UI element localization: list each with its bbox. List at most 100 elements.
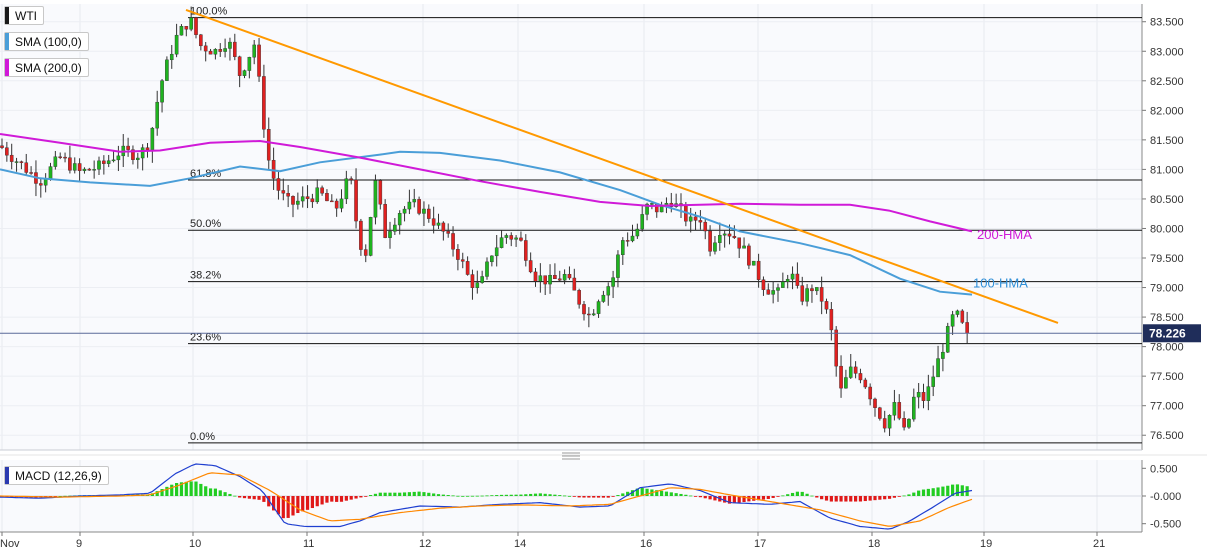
candle-body — [325, 193, 329, 202]
candlestick — [538, 263, 543, 293]
candle-body — [844, 377, 848, 389]
candlestick — [354, 168, 358, 229]
candle-body — [611, 277, 615, 287]
candle-body — [718, 235, 722, 243]
candlestick — [286, 184, 290, 208]
candlestick — [713, 235, 717, 255]
candle-body — [640, 214, 644, 230]
macd-histogram-bar — [834, 496, 838, 502]
candlestick — [199, 33, 203, 51]
candlestick — [247, 56, 252, 79]
macd-histogram-bar — [451, 495, 455, 497]
candle-body — [475, 282, 480, 288]
macd-histogram-bar — [669, 492, 673, 496]
candle-body — [591, 313, 596, 316]
macd-histogram-bar — [189, 481, 193, 496]
candlestick — [310, 193, 315, 208]
macd-label[interactable]: MACD (12,26,9) — [4, 466, 109, 485]
macd-tick-label: -0.500 — [1150, 519, 1181, 531]
sma-100-label[interactable]: SMA (100,0) — [4, 32, 89, 51]
candle-body — [490, 255, 494, 263]
candle-body — [815, 287, 819, 292]
macd-histogram-bar — [402, 492, 407, 496]
candle-body — [727, 233, 732, 237]
candlestick — [296, 192, 300, 210]
candle-body — [751, 260, 756, 266]
candle-body — [868, 386, 872, 400]
candlestick — [499, 230, 504, 249]
candle-body — [645, 203, 649, 215]
candlestick — [378, 179, 383, 210]
macd-histogram-bar — [761, 496, 766, 500]
candlestick — [305, 185, 310, 209]
macd-histogram-bar — [155, 491, 159, 496]
pane-resize-handle[interactable] — [562, 452, 580, 460]
candlestick — [916, 383, 921, 409]
candlestick — [519, 231, 523, 242]
macd-histogram-bar — [815, 496, 819, 498]
candle-body — [0, 145, 4, 148]
candlestick — [475, 270, 480, 294]
macd-histogram-bar — [533, 493, 538, 496]
macd-histogram-bar — [960, 485, 964, 496]
macd-histogram-bar — [427, 492, 431, 496]
macd-histogram-bar — [693, 496, 698, 497]
candlestick — [184, 25, 189, 37]
candle-body — [742, 245, 746, 249]
candle-body — [465, 261, 470, 275]
macd-histogram-bar — [281, 496, 285, 519]
candle-body — [436, 222, 441, 226]
candle-body — [771, 290, 775, 295]
candlestick — [441, 221, 446, 241]
candlestick — [422, 201, 426, 226]
candle-body — [310, 198, 315, 203]
fib-level-label: 38.2% — [190, 270, 221, 282]
last-price-value: 78.226 — [1149, 326, 1186, 340]
candlestick — [213, 48, 218, 60]
macd-histogram-bar — [921, 489, 926, 496]
macd-histogram-bar — [868, 496, 872, 501]
candle-body — [334, 200, 339, 209]
candlestick — [950, 310, 955, 335]
candlestick — [111, 150, 116, 163]
macd-histogram-bar — [635, 488, 639, 496]
candle-body — [616, 254, 620, 278]
macd-histogram-bar — [296, 496, 300, 514]
candle-body — [732, 235, 737, 238]
candle-body — [291, 196, 295, 205]
macd-histogram-bar — [873, 496, 877, 501]
candle-body — [402, 208, 407, 214]
candlestick — [72, 157, 77, 174]
candle-body — [126, 145, 130, 150]
candlestick — [189, 6, 193, 32]
candle-body — [393, 224, 397, 232]
candle-body — [747, 245, 751, 266]
sma-200-label[interactable]: SMA (200,0) — [4, 58, 89, 77]
symbol-label[interactable]: WTI — [4, 6, 44, 25]
macd-histogram-bar — [781, 495, 785, 497]
candlestick — [776, 283, 780, 302]
macd-histogram-bar — [563, 495, 567, 497]
time-tick-label: 9 — [76, 538, 82, 550]
candlestick — [577, 288, 581, 309]
time-tick-label: 11 — [303, 538, 314, 550]
candle-body — [102, 160, 106, 164]
macd-histogram-bar — [912, 492, 916, 496]
candlestick — [58, 152, 62, 160]
candle-body — [659, 205, 664, 213]
macd-histogram-bar — [369, 495, 373, 496]
candlestick — [766, 283, 771, 295]
candle-body — [916, 392, 921, 398]
price-tick-label: 79.000 — [1150, 283, 1184, 295]
candle-body — [397, 213, 402, 226]
candle-body — [965, 322, 969, 334]
macd-histogram-bar — [204, 486, 208, 496]
candle-body — [354, 179, 358, 222]
candlestick — [936, 345, 940, 378]
macd-histogram-bar — [582, 496, 586, 498]
candlestick — [562, 269, 567, 285]
candlestick — [24, 153, 29, 175]
candlestick — [480, 270, 484, 284]
candlestick — [339, 189, 344, 213]
